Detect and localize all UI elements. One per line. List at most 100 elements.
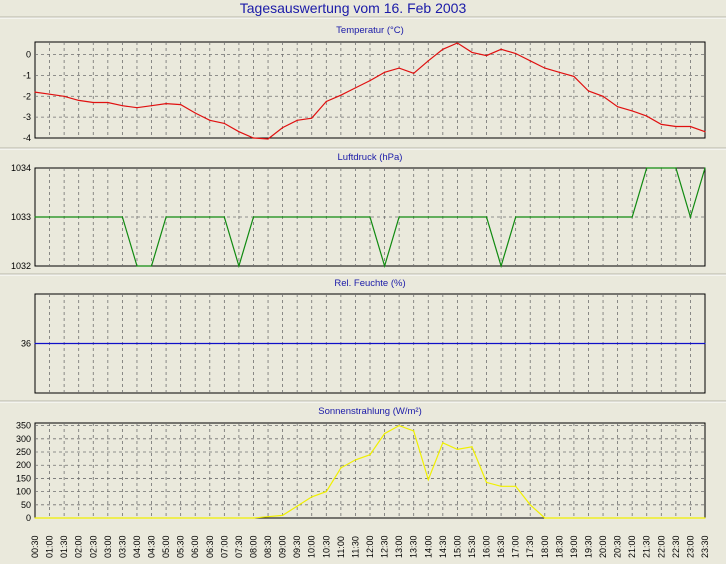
data-point	[689, 517, 692, 519]
data-point	[471, 216, 473, 218]
data-point	[500, 485, 502, 487]
x-tick-label: 13:00	[394, 535, 404, 558]
data-point	[48, 216, 51, 218]
data-point	[223, 122, 225, 124]
data-point	[587, 342, 590, 345]
data-point	[136, 107, 138, 109]
data-point	[209, 342, 211, 345]
y-tick-label: 1032	[11, 261, 31, 271]
data-point	[617, 216, 619, 218]
data-point	[631, 517, 633, 519]
data-point	[92, 101, 94, 104]
data-point	[325, 216, 327, 218]
data-point	[587, 517, 590, 519]
data-point	[267, 216, 269, 218]
x-tick-label: 03:30	[117, 535, 127, 558]
data-point	[223, 216, 225, 218]
data-point	[675, 125, 677, 128]
data-point	[340, 216, 342, 218]
data-point	[383, 432, 386, 435]
data-point	[427, 60, 429, 62]
data-point	[34, 517, 36, 519]
data-point	[34, 342, 36, 345]
x-tick-label: 06:00	[190, 535, 200, 558]
data-point	[369, 342, 371, 345]
data-point	[136, 517, 138, 519]
x-tick-label: 05:00	[161, 535, 171, 558]
data-point	[354, 342, 357, 345]
data-point	[354, 216, 357, 218]
data-point	[442, 216, 444, 218]
data-point	[573, 75, 575, 78]
data-point	[121, 342, 123, 345]
data-point	[150, 342, 153, 345]
data-point	[238, 131, 240, 133]
data-point	[252, 342, 255, 345]
data-point	[150, 265, 153, 267]
x-tick-label: 09:30	[292, 535, 302, 558]
data-point	[529, 216, 531, 218]
x-tick-label: 21:30	[642, 535, 652, 558]
data-point	[267, 516, 269, 518]
data-point	[238, 342, 240, 345]
data-point	[78, 99, 80, 102]
data-point	[413, 72, 415, 74]
x-tick-label: 14:30	[438, 535, 448, 558]
x-tick-label: 09:00	[278, 535, 288, 558]
data-point	[442, 342, 444, 345]
data-point	[485, 342, 488, 345]
data-point	[398, 342, 400, 345]
data-point	[617, 106, 619, 108]
data-point	[63, 517, 65, 519]
y-tick-label: 0	[26, 513, 31, 523]
data-point	[515, 342, 517, 345]
x-tick-label: 06:30	[205, 535, 215, 558]
data-point	[136, 342, 138, 345]
chart-panel-2: Luftdruck (hPa) 1034 1033 1032	[0, 147, 726, 271]
x-tick-label: 22:30	[671, 535, 681, 558]
data-point	[78, 216, 80, 218]
data-point	[631, 110, 633, 112]
y-tick-label: 250	[16, 447, 31, 457]
data-point	[92, 216, 94, 218]
data-point	[194, 342, 196, 345]
data-point	[587, 90, 590, 92]
data-point	[383, 71, 386, 73]
x-tick-label: 04:00	[132, 535, 142, 558]
y-tick-label: 50	[21, 500, 31, 510]
data-point	[340, 467, 342, 469]
data-point	[136, 265, 138, 267]
data-point	[165, 342, 167, 345]
data-point	[325, 342, 327, 345]
x-axis: 00:30 01:00 01:30 02:00 02:30 03:00 03:30 04:00…	[30, 535, 710, 558]
data-point	[617, 342, 619, 345]
data-point	[413, 430, 415, 432]
data-point	[78, 517, 80, 519]
y-tick-label: 200	[16, 460, 31, 470]
data-point	[427, 342, 429, 345]
data-point	[282, 126, 284, 129]
data-point	[660, 167, 662, 169]
x-tick-label: 20:00	[598, 535, 608, 558]
data-point	[121, 105, 123, 107]
data-point	[471, 342, 473, 345]
x-tick-label: 17:30	[525, 535, 535, 558]
data-point	[558, 517, 560, 519]
data-point	[340, 94, 342, 96]
y-tick-label: 300	[16, 434, 31, 444]
data-point	[660, 517, 662, 519]
data-point	[107, 342, 109, 345]
data-point	[252, 137, 255, 139]
data-point	[646, 167, 648, 169]
data-point	[223, 517, 225, 519]
data-point	[646, 115, 648, 117]
data-point	[704, 342, 706, 345]
x-tick-label: 18:30	[554, 535, 564, 558]
data-point	[165, 102, 167, 105]
data-point	[194, 517, 196, 519]
data-point	[398, 425, 400, 427]
data-point	[311, 496, 313, 498]
y-tick-label: 100	[16, 487, 31, 497]
y-tick-label: 36	[21, 339, 31, 349]
